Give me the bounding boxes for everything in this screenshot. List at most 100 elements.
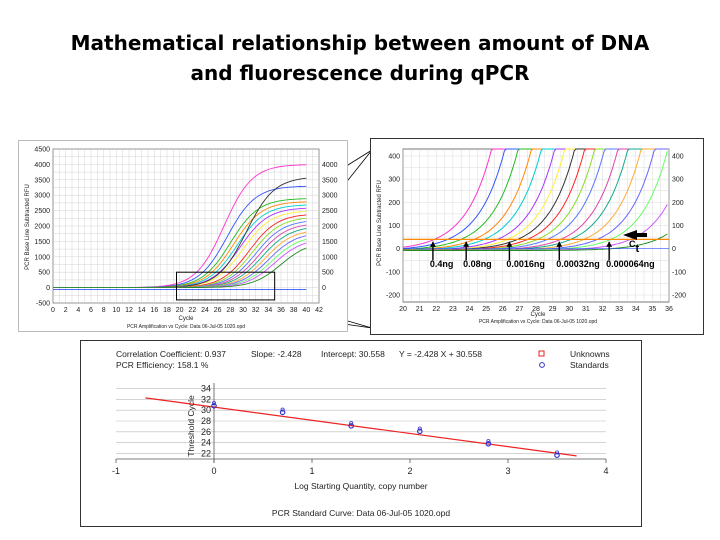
amp-y-tick: 500	[38, 270, 50, 277]
zoom-x-label: Cycle	[530, 312, 546, 318]
standard-point-replicate	[554, 450, 559, 455]
standard-point	[211, 403, 217, 409]
dna-amount-label: 0.08ng	[463, 259, 492, 269]
zoom-x-tick: 20	[399, 306, 407, 313]
amp-x-tick: 20	[176, 307, 184, 314]
title-line-2: and fluorescence during qPCR	[190, 61, 530, 85]
standard-curve-panel: Correlation Coefficient: 0.937 Slope: -2…	[80, 340, 642, 527]
amp-x-tick: 42	[315, 307, 323, 314]
std-y-tick: 22	[201, 449, 211, 459]
zoom-x-tick: 35	[648, 306, 656, 313]
legend-standards-marker	[539, 362, 545, 368]
amp-right-tick: 500	[322, 270, 334, 277]
regression-line	[145, 397, 577, 457]
amp-x-tick: 8	[102, 307, 106, 314]
zoom-plot-panel: 20 21 22 23 24 25 26 27 28 29 30 31 32 33 34 35 36 -200 -1…	[370, 138, 704, 335]
stat-efficiency: PCR Efficiency: 158.1 %	[116, 360, 209, 370]
amp-right-tick: 0	[322, 285, 326, 292]
amp-x-tick: 26	[214, 307, 222, 314]
zoom-x-tick: 26	[499, 306, 507, 313]
ct-arrowhead	[463, 241, 470, 247]
zoom-right-tick: 200	[672, 200, 684, 207]
zoom-x-tick: 27	[515, 306, 523, 313]
ct-label: Ct	[629, 239, 640, 255]
ct-arrowhead	[556, 241, 563, 247]
amp-right-tick: 3500	[322, 177, 338, 184]
amp-x-tick: 2	[64, 307, 68, 314]
amplification-plot-panel: 0 2 4 6 8 10 12 14 16 18 20 22 24 26 28 30 32 34 36 38 40 42-…	[18, 140, 348, 332]
std-title: PCR Standard Curve: Data 06-Jul-05 1020.…	[272, 508, 450, 518]
standard-point	[485, 441, 492, 447]
std-x-tick: 0	[211, 466, 216, 476]
zoom-x-tick: 24	[466, 306, 474, 313]
zoom-x-tick: 22	[432, 306, 440, 313]
legend-unknowns-marker	[538, 350, 545, 357]
amp-x-label: Cycle	[178, 316, 194, 322]
amp-right-tick: 1000	[322, 254, 338, 261]
std-x-label: Log Starting Quantity, copy number	[294, 481, 427, 491]
std-x-tick: 4	[603, 466, 608, 476]
standard-point	[348, 423, 355, 429]
std-y-tick: 26	[201, 427, 211, 437]
std-x-tick: 2	[407, 466, 412, 476]
ct-arrowhead	[429, 241, 436, 247]
amp-right-tick: 3000	[322, 193, 338, 200]
std-x-tick: -1	[112, 466, 120, 476]
title-line-1: Mathematical relationship between amount…	[70, 31, 650, 55]
zoom-x-tick: 23	[449, 306, 457, 313]
amp-y-label: PCR Base Line Subtracted RFU	[25, 184, 31, 270]
dna-amount-label: 0.4ng	[430, 259, 454, 269]
zoom-x-tick: 34	[632, 306, 640, 313]
zoom-curve	[403, 233, 668, 251]
dna-amount-label: 0.0016ng	[506, 259, 545, 269]
amp-x-tick: 14	[138, 307, 146, 314]
std-y-tick: 32	[201, 394, 211, 404]
dna-amount-label: 0.000064ng	[606, 259, 655, 269]
standard-point	[279, 409, 286, 416]
standard-point-replicate	[280, 407, 285, 412]
amp-curve	[53, 247, 307, 289]
legend-unknowns: Unknowns	[570, 349, 610, 359]
amp-y-tick: 1500	[34, 239, 50, 246]
zoom-x-tick: 29	[549, 306, 557, 313]
zoom-right-tick: -200	[672, 293, 686, 300]
amp-x-tick: 24	[201, 307, 209, 314]
amp-y-tick: 3000	[34, 193, 50, 200]
amp-x-tick: 10	[112, 307, 120, 314]
amp-right-tick: 1500	[322, 239, 338, 246]
amp-right-tick: 4000	[322, 162, 338, 169]
std-y-tick: 30	[201, 405, 211, 415]
amp-y-tick: 3500	[34, 177, 50, 184]
zoom-y-tick: -100	[386, 269, 400, 276]
amp-x-tick: 28	[226, 307, 234, 314]
std-x-tick: 1	[309, 466, 314, 476]
zoom-right-tick: -100	[672, 269, 686, 276]
zoom-region-box	[176, 271, 276, 301]
zoom-x-tick: 25	[482, 306, 490, 313]
ct-big-arrow	[623, 230, 647, 240]
slide-title: Mathematical relationship between amount…	[0, 28, 720, 88]
amp-y-tick: 4500	[34, 147, 50, 154]
ct-arrowhead	[506, 241, 513, 247]
standard-point-replicate	[486, 439, 491, 444]
amp-right-tick: 2000	[322, 224, 338, 231]
std-y-label: Threshold Cycle	[186, 395, 196, 457]
amp-x-tick: 6	[89, 307, 93, 314]
amp-x-tick: 34	[264, 307, 272, 314]
amp-x-tick: 38	[290, 307, 298, 314]
standard-curve-plot: Correlation Coefficient: 0.937 Slope: -2…	[112, 349, 610, 518]
ct-arrowhead	[606, 241, 613, 247]
zoom-x-tick: 31	[582, 306, 590, 313]
stat-equation: Y = -2.428 X + 30.558	[399, 349, 482, 359]
amp-y-tick: 2500	[34, 208, 50, 215]
zoom-y-tick: 400	[388, 153, 400, 160]
zoom-y-label: PCR Base Line Subtracted RFU	[377, 180, 383, 266]
zoom-y-tick: 0	[396, 246, 400, 253]
zoom-x-tick: 28	[532, 306, 540, 313]
amp-x-tick: 30	[239, 307, 247, 314]
std-x-tick: 3	[505, 466, 510, 476]
zoom-right-tick: 0	[672, 246, 676, 253]
amp-y-tick: -500	[36, 301, 50, 308]
amp-y-tick: 0	[46, 285, 50, 292]
zoom-x-tick: 32	[599, 306, 607, 313]
